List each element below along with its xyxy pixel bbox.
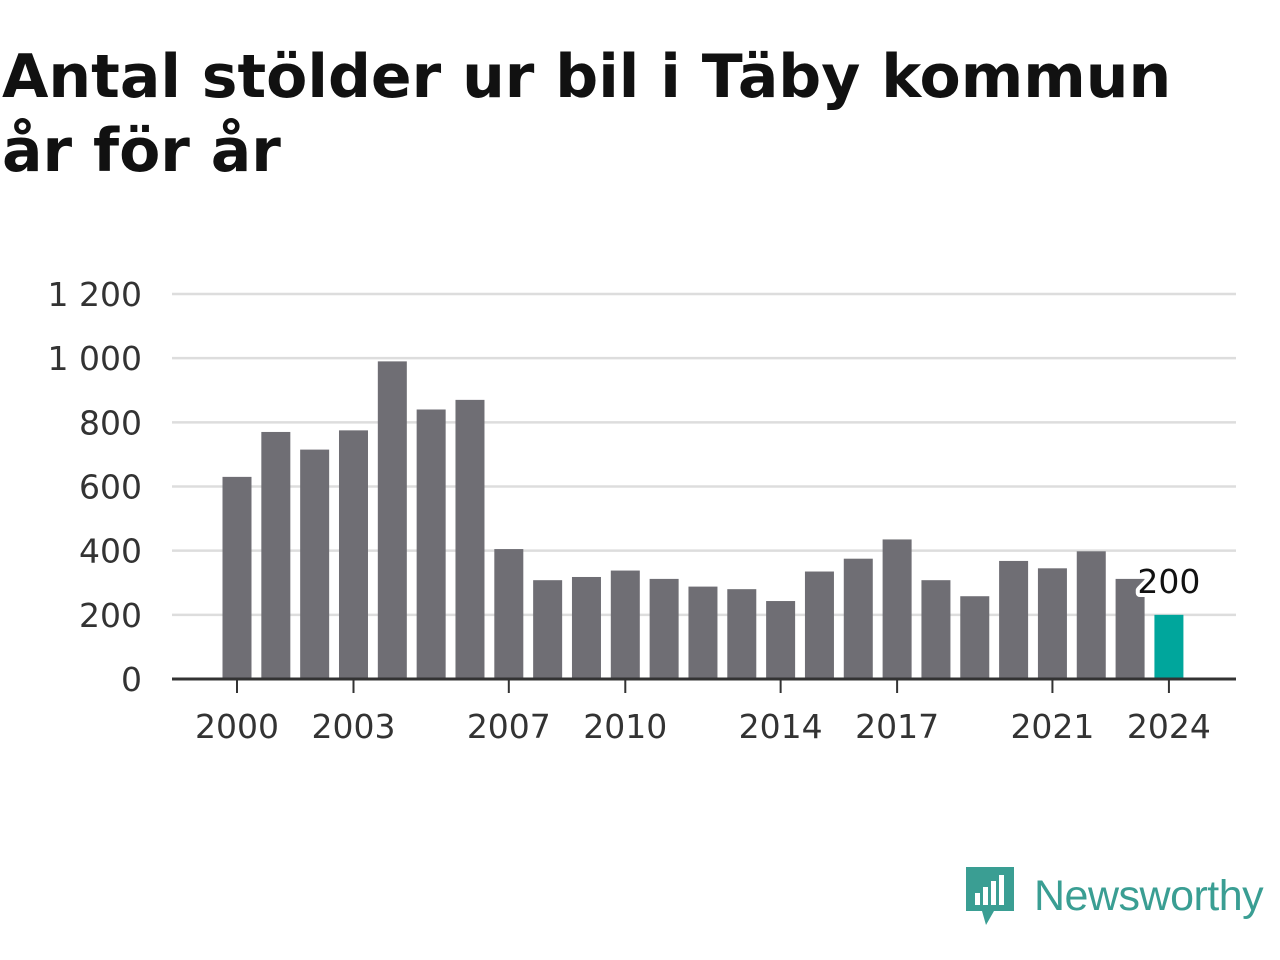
x-tick-label: 2024: [1127, 707, 1211, 746]
x-tick-label: 2014: [739, 707, 823, 746]
x-tick-label: 2017: [855, 707, 939, 746]
x-tick-label: 2021: [1010, 707, 1094, 746]
bar: [494, 549, 524, 679]
data-label: 200: [1137, 562, 1200, 601]
bar: [921, 580, 951, 679]
bar: [261, 431, 291, 679]
x-tick-label: 2000: [195, 707, 279, 746]
bar: [610, 570, 640, 679]
bar: [882, 539, 912, 679]
bar: [999, 560, 1029, 679]
y-tick-label: 400: [79, 532, 142, 571]
bar: [1154, 614, 1184, 679]
y-tick-label: 600: [79, 468, 142, 507]
bar: [300, 449, 330, 679]
bar: [455, 399, 485, 679]
bar: [727, 589, 757, 679]
brand-name: Newsworthy: [1034, 871, 1264, 920]
bar: [416, 409, 446, 679]
bar: [1115, 578, 1145, 679]
bar: [1037, 568, 1067, 679]
x-tick-label: 2010: [583, 707, 667, 746]
chart-title: Antal stölder ur bil i Täby kommun år fö…: [2, 42, 1172, 186]
bar: [222, 476, 252, 679]
y-tick-label: 1 000: [48, 339, 142, 378]
bar: [804, 571, 834, 679]
bar-chart: 0 200 400 600 800 1 000 1 200 2000 2003 2007 2010 2…: [48, 275, 1236, 746]
bar: [649, 578, 679, 679]
bar: [571, 576, 601, 679]
bar: [1076, 551, 1106, 679]
bar: [960, 596, 990, 679]
x-tick-label: 2007: [467, 707, 551, 746]
x-tick-label: 2003: [311, 707, 395, 746]
newsworthy-logo-icon: [966, 867, 1014, 925]
bar: [533, 580, 563, 679]
y-tick-label: 800: [79, 403, 142, 442]
y-tick-label: 1 200: [48, 275, 142, 314]
y-tick-label: 0: [121, 660, 142, 699]
bar: [377, 361, 407, 679]
bar: [688, 586, 718, 679]
bar: [843, 558, 873, 679]
y-tick-label: 200: [79, 596, 142, 635]
bar: [338, 430, 368, 679]
data-label-halo: 200: [1137, 562, 1200, 601]
bar: [766, 601, 796, 679]
brand-logo: Newsworthy: [964, 864, 1264, 928]
